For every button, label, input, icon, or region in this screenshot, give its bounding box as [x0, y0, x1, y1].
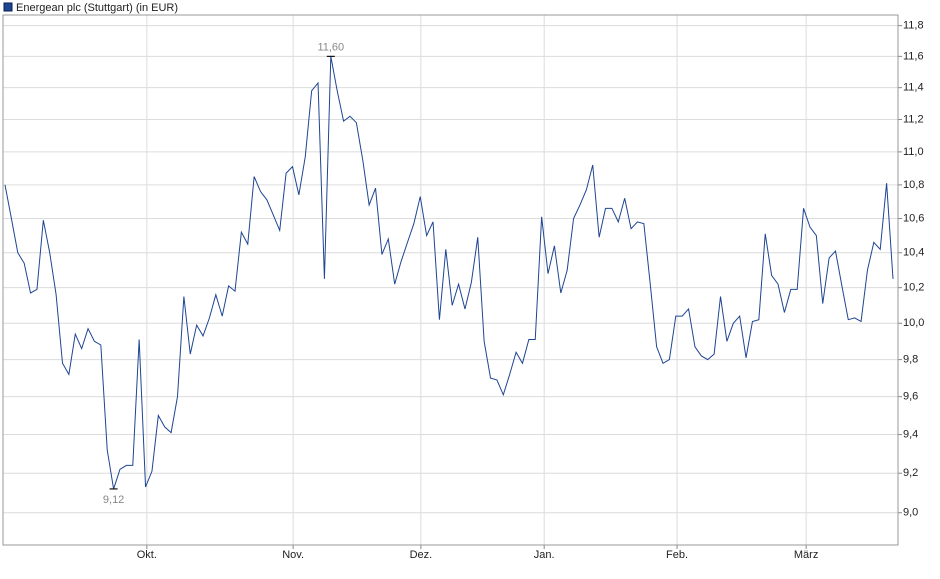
y-tick-label: 9,4: [903, 428, 918, 440]
y-tick-label: 10,2: [903, 282, 924, 294]
x-tick-label: Feb.: [666, 549, 688, 561]
x-tick-label: Dez.: [410, 549, 433, 561]
x-tick-label: März: [794, 549, 818, 561]
y-tick-label: 11,4: [903, 82, 924, 94]
x-tick-label: Nov.: [282, 549, 304, 561]
annotation-label: 11,60: [317, 41, 344, 53]
y-tick-label: 11,2: [903, 113, 924, 125]
y-tick-label: 9,2: [903, 467, 918, 479]
price-line: [4, 56, 894, 490]
plot-frame: [2, 14, 899, 546]
y-tick-label: 11,6: [903, 50, 924, 62]
x-tick-label: Okt.: [137, 549, 157, 561]
x-tick-label: Jan.: [534, 549, 555, 561]
y-tick-label: 9,8: [903, 354, 918, 366]
y-tick-label: 11,8: [903, 20, 924, 32]
y-tick-label: 10,4: [903, 247, 924, 259]
annotation-label: 9,12: [103, 494, 124, 506]
y-tick-label: 10,6: [903, 212, 924, 224]
legend-swatch: [3, 2, 13, 12]
y-tick-label: 11,0: [903, 146, 924, 158]
y-tick-label: 10,0: [903, 317, 924, 329]
y-tick-label: 9,6: [903, 391, 918, 403]
legend-label: Energean plc (Stuttgart) (in EUR): [16, 2, 178, 14]
y-tick-label: 9,0: [903, 507, 918, 519]
y-tick-label: 10,8: [903, 179, 924, 191]
